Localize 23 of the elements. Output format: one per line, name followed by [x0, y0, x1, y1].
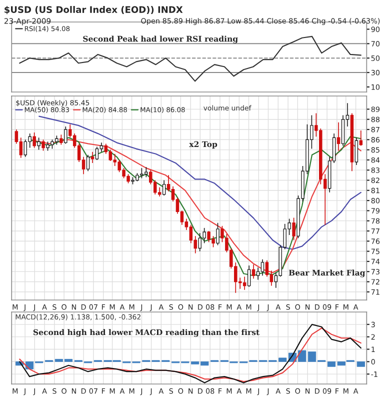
candlestick [162, 180, 166, 196]
candlestick [108, 149, 112, 162]
candlestick [24, 139, 28, 158]
candlestick [247, 265, 251, 288]
candlestick [252, 264, 256, 280]
candlestick [359, 130, 363, 146]
candlestick [86, 154, 90, 172]
candlestick [32, 132, 36, 148]
candlestick [64, 126, 68, 144]
candlestick [60, 134, 63, 146]
candlestick [95, 146, 99, 160]
candlestick [216, 222, 220, 246]
candlestick [260, 258, 264, 276]
candlestick [292, 217, 296, 241]
chart-title: $USD (US Dollar Index (EOD)) INDX [4, 6, 183, 14]
bar [356, 361, 365, 367]
candlestick [37, 137, 40, 150]
candlestick [42, 139, 45, 152]
candlestick [90, 151, 94, 164]
line-series [19, 36, 362, 82]
candlestick [354, 137, 358, 166]
line-series [38, 116, 362, 250]
candlestick [336, 122, 340, 152]
